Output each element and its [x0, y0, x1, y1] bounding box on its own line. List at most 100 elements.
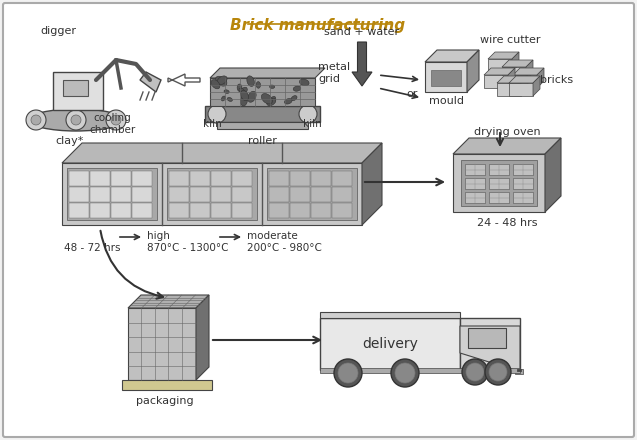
Bar [489, 192, 509, 203]
Bar [190, 203, 210, 218]
Text: or: or [406, 89, 418, 99]
Polygon shape [537, 68, 544, 88]
Bar [320, 368, 520, 373]
Bar [210, 78, 315, 106]
Bar [167, 168, 257, 220]
Polygon shape [512, 52, 519, 72]
Ellipse shape [29, 109, 124, 131]
Bar [69, 171, 89, 186]
Bar [217, 122, 308, 129]
Circle shape [466, 363, 484, 381]
Bar [111, 187, 131, 202]
Bar [320, 312, 460, 318]
Ellipse shape [271, 96, 276, 103]
Text: packaging: packaging [136, 396, 194, 406]
Bar [332, 187, 352, 202]
Circle shape [485, 359, 511, 385]
Circle shape [395, 363, 415, 383]
Bar [290, 171, 310, 186]
Ellipse shape [256, 82, 261, 88]
Bar [269, 171, 289, 186]
Ellipse shape [237, 84, 242, 92]
Ellipse shape [217, 76, 227, 85]
Bar [169, 203, 189, 218]
Text: 48 - 72 hrs: 48 - 72 hrs [64, 243, 120, 253]
Bar [211, 187, 231, 202]
Bar [111, 203, 131, 218]
Polygon shape [521, 76, 528, 96]
Text: mould: mould [429, 96, 464, 106]
Polygon shape [509, 76, 540, 83]
Text: kiln: kiln [203, 119, 222, 129]
Bar [465, 164, 485, 175]
Bar [67, 168, 157, 220]
Circle shape [299, 105, 317, 123]
Bar [431, 70, 461, 86]
Circle shape [66, 110, 86, 130]
Bar [513, 75, 537, 88]
Polygon shape [508, 68, 515, 88]
Circle shape [106, 110, 126, 130]
Ellipse shape [227, 97, 233, 101]
Bar [332, 171, 352, 186]
Bar [465, 192, 485, 203]
Text: 24 - 48 hrs: 24 - 48 hrs [476, 218, 537, 228]
Text: high
870°C - 1300°C: high 870°C - 1300°C [147, 231, 229, 253]
Polygon shape [362, 143, 382, 225]
Bar [332, 203, 352, 218]
Ellipse shape [222, 96, 225, 101]
Text: kiln: kiln [303, 119, 322, 129]
Bar [509, 83, 533, 96]
Text: roller: roller [248, 136, 276, 146]
Bar [453, 154, 545, 212]
Bar [90, 171, 110, 186]
Bar [513, 192, 533, 203]
Bar [320, 318, 460, 370]
Circle shape [489, 363, 507, 381]
Text: bricks: bricks [540, 75, 573, 85]
Bar [190, 171, 210, 186]
Polygon shape [526, 60, 533, 80]
Text: cooling
chamber: cooling chamber [89, 114, 135, 135]
Bar [468, 328, 506, 348]
Bar [488, 59, 512, 72]
Bar [190, 187, 210, 202]
Bar [62, 163, 362, 225]
Circle shape [208, 105, 226, 123]
Ellipse shape [215, 76, 227, 86]
Bar [128, 308, 196, 380]
Bar [90, 187, 110, 202]
Ellipse shape [211, 80, 220, 89]
Text: metal
grid: metal grid [318, 62, 350, 84]
Ellipse shape [241, 87, 247, 95]
Text: sand + water: sand + water [324, 27, 399, 37]
Bar [90, 203, 110, 218]
Text: drying oven: drying oven [474, 127, 540, 137]
Bar [205, 106, 320, 122]
Bar [232, 203, 252, 218]
Bar [132, 187, 152, 202]
Bar [311, 187, 331, 202]
Polygon shape [140, 72, 161, 92]
Circle shape [26, 110, 46, 130]
FancyArrow shape [352, 42, 372, 86]
Bar [169, 187, 189, 202]
Polygon shape [128, 295, 209, 308]
Text: moderate
200°C - 980°C: moderate 200°C - 980°C [247, 231, 322, 253]
Polygon shape [484, 68, 515, 75]
Polygon shape [513, 68, 544, 75]
Ellipse shape [241, 90, 248, 101]
Circle shape [31, 115, 41, 125]
Ellipse shape [239, 88, 245, 93]
Text: digger: digger [40, 26, 76, 36]
Circle shape [338, 363, 358, 383]
Bar [269, 203, 289, 218]
Bar [513, 164, 533, 175]
Bar [311, 171, 331, 186]
Bar [290, 203, 310, 218]
Bar [290, 187, 310, 202]
Circle shape [71, 115, 81, 125]
Ellipse shape [285, 99, 292, 104]
Ellipse shape [293, 86, 301, 91]
Ellipse shape [261, 94, 273, 104]
